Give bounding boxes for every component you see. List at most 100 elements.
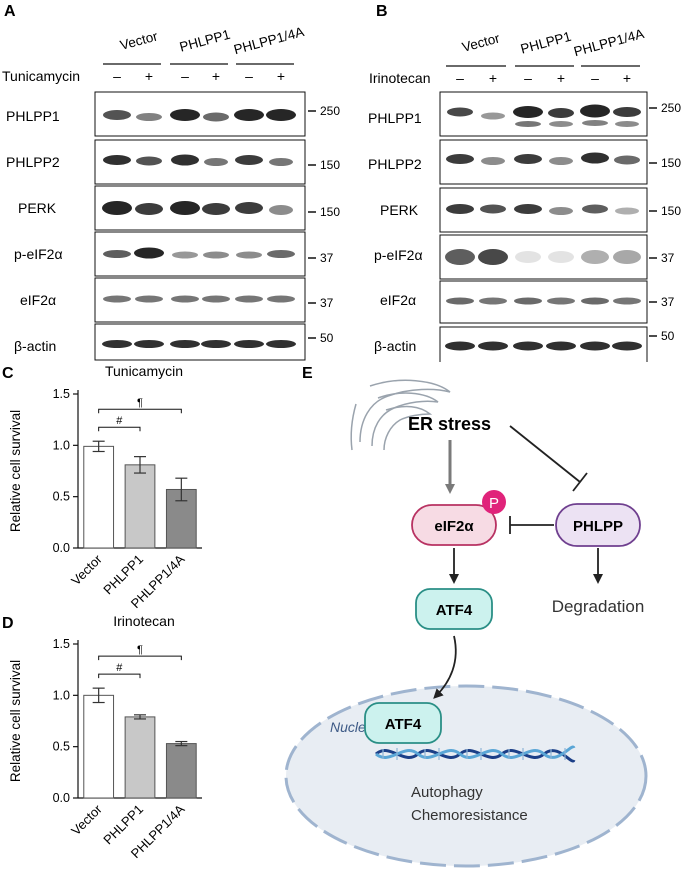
y-tick-label: 1.0 — [53, 688, 70, 702]
significance-symbol: ¶ — [137, 644, 143, 656]
panel-d: D Irinotecan Relative cell survival 0.0 0.5… — [0, 612, 260, 868]
phospho-label: P — [489, 495, 499, 512]
panel-c-letter: C — [2, 365, 14, 382]
panel-b-mw-label: 50 — [661, 329, 675, 343]
significance-bracket — [98, 408, 182, 414]
eif2a-label: eIF2α — [434, 518, 474, 535]
panel-b-mw-label: 37 — [661, 295, 675, 309]
panel-b-blot-label: PHLPP2 — [368, 156, 422, 172]
panel-a-mw-label: 50 — [320, 331, 334, 345]
panel-a-blot-label: p-eIF2α — [14, 246, 63, 262]
chart-title: Tunicamycin — [105, 363, 183, 379]
panel-a-blot-label: β-actin — [14, 338, 56, 354]
panel-b-sign: – — [591, 70, 599, 86]
panel-b-mw-ticks — [649, 107, 657, 337]
panel-a-group-label: PHLPP1 — [178, 27, 232, 55]
panel-e: E ER stress eIF2α P PHLPP Degradation — [260, 362, 685, 868]
chart-title: Irinotecan — [113, 613, 174, 629]
panel-a-sign: + — [212, 68, 220, 84]
degradation-label: Degradation — [552, 597, 645, 616]
panel-c: C Tunicamycin Relative cell survival 0.0 0.… — [0, 362, 260, 612]
panel-b-sign: – — [456, 70, 464, 86]
panel-b-mw-label: 250 — [661, 101, 681, 115]
panel-a-blot-label: PHLPP2 — [6, 154, 60, 170]
significance-bracket — [98, 655, 182, 661]
panel-a-sign: – — [245, 68, 253, 84]
bar — [124, 716, 156, 799]
panel-a-sign: + — [277, 68, 285, 84]
y-axis-label: Relative cell survival — [8, 410, 23, 532]
panel-b-group-label: PHLPP1 — [519, 29, 573, 57]
panel-b-blot-label: p-eIF2α — [374, 247, 423, 263]
panel-a-treatment-label: Tunicamycin — [2, 68, 80, 84]
panel-b-bands — [445, 104, 642, 351]
chart-c-svg: C Tunicamycin Relative cell survival 0.0 0.… — [2, 363, 202, 611]
phospho-circle — [482, 490, 506, 514]
panel-a-blot-boxes — [94, 91, 306, 361]
er-stress-label: ER stress — [408, 414, 491, 434]
y-tick-label: 1.5 — [53, 637, 70, 651]
panel-a-mw-label: 37 — [320, 251, 334, 265]
panel-b-letter: B — [376, 3, 388, 20]
y-tick-label: 1.5 — [53, 387, 70, 401]
panel-a-blot-label: PERK — [18, 200, 57, 216]
x-tick-label: Vector — [68, 551, 105, 588]
panel-a-group-label: PHLPP1/4A — [232, 24, 305, 57]
dna-helix — [375, 745, 576, 763]
panel-a-blot-label: eIF2α — [20, 292, 56, 308]
panel-b-blot-label: PERK — [380, 202, 419, 218]
nucleus — [284, 684, 648, 868]
bar — [83, 445, 115, 549]
panel-a-mw-label: 37 — [320, 296, 334, 310]
panel-b-group-label: PHLPP1/4A — [572, 26, 645, 59]
panel-a-group-label: Vector — [118, 28, 159, 53]
bar — [83, 694, 115, 799]
significance-symbol: # — [116, 415, 123, 427]
panel-b-sign: + — [623, 70, 631, 86]
panel-a-sign: – — [181, 68, 189, 84]
outcome-autophagy: Autophagy — [411, 784, 483, 801]
er-inhibits-phlpp-bar — [572, 472, 588, 492]
panel-a: A Vector PHLPP1 PHLPP1/4A Tunicamycin – … — [0, 0, 340, 362]
panel-b-blot-label: PHLPP1 — [368, 110, 422, 126]
panel-b-blot-label: β-actin — [374, 338, 416, 354]
significance-symbol: # — [116, 662, 123, 674]
panel-d-letter: D — [2, 615, 14, 632]
y-tick-label: 0.0 — [53, 791, 70, 805]
chart-d-svg: D Irinotecan Relative cell survival 0.0 0.5… — [2, 613, 202, 861]
panel-e-letter: E — [302, 365, 313, 382]
panel-a-bands — [102, 109, 296, 348]
er-inhibits-phlpp — [509, 425, 581, 483]
panel-b-sign: + — [557, 70, 565, 86]
atf4-label: ATF4 — [436, 602, 473, 619]
outcome-chemoresistance: Chemoresistance — [411, 807, 528, 824]
panel-b-sign: – — [524, 70, 532, 86]
y-axis-label: Relative cell survival — [8, 660, 23, 782]
panel-a-mw-ticks — [308, 110, 316, 339]
bar — [124, 464, 156, 549]
atf4-translocation-arrow — [433, 635, 457, 699]
er-icon — [350, 379, 451, 451]
x-tick-label: Vector — [68, 801, 105, 838]
panel-a-letter: A — [4, 3, 16, 20]
panel-a-sign: + — [145, 68, 153, 84]
significance-symbol: ¶ — [137, 397, 143, 409]
panel-b-treatment-label: Irinotecan — [369, 70, 430, 86]
bar — [165, 743, 197, 799]
panel-b-mw-label: 150 — [661, 204, 681, 218]
panel-b-sign: + — [489, 70, 497, 86]
panel-b-mw-label: 37 — [661, 251, 675, 265]
panel-b-blot-label: eIF2α — [380, 292, 416, 308]
significance-bracket — [98, 426, 141, 432]
atf4-nucleus-label: ATF4 — [385, 716, 422, 733]
y-tick-label: 0.0 — [53, 541, 70, 555]
eif2a-box — [411, 504, 497, 546]
y-tick-label: 0.5 — [53, 740, 70, 754]
panel-a-mw-label: 150 — [320, 158, 340, 172]
panel-a-mw-label: 150 — [320, 205, 340, 219]
panel-b-group-label: Vector — [460, 30, 501, 55]
phlpp-box — [555, 503, 641, 547]
panel-a-sign: – — [113, 68, 121, 84]
panel-b: B Vector PHLPP1 PHLPP1/4A Irinotecan – +… — [340, 0, 685, 364]
atf4-box — [415, 588, 493, 630]
